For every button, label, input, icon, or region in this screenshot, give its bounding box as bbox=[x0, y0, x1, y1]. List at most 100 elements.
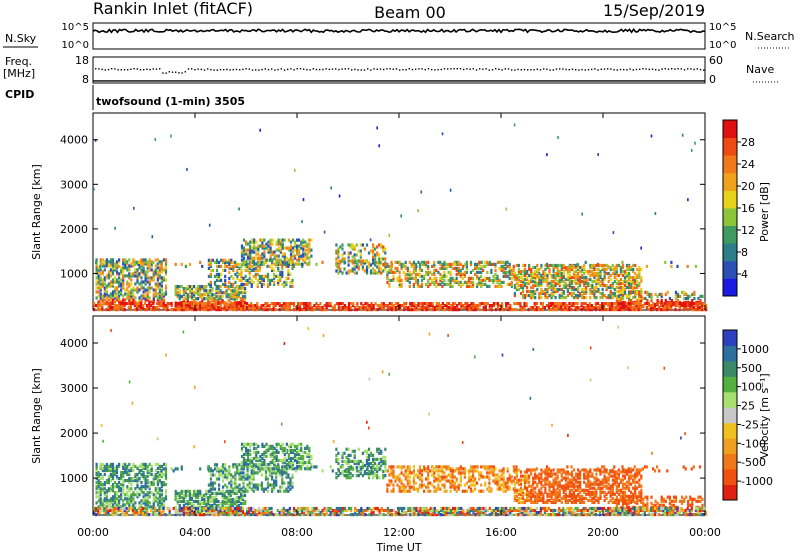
scatter-cell bbox=[207, 497, 210, 502]
scatter-cell bbox=[259, 254, 262, 258]
scatter-cell bbox=[136, 481, 139, 485]
scatter-cell bbox=[158, 284, 161, 288]
scatter-cell bbox=[601, 279, 604, 284]
scatter-cell bbox=[607, 285, 610, 290]
scatter-cell bbox=[480, 260, 483, 264]
scatter-cell bbox=[133, 262, 136, 266]
scatter-cell bbox=[109, 262, 112, 266]
scatter-cell bbox=[146, 499, 149, 503]
scatter-cell bbox=[118, 258, 121, 262]
scatter-cell bbox=[105, 294, 108, 298]
scatter-cell bbox=[281, 477, 284, 481]
scatter-cell bbox=[678, 302, 681, 306]
scatter-cell bbox=[154, 468, 157, 473]
scatter-cell bbox=[233, 308, 236, 312]
scatter-cell bbox=[302, 258, 305, 262]
scatter-cell bbox=[300, 465, 303, 469]
scatter-cell bbox=[682, 308, 685, 312]
nave-point bbox=[440, 68, 442, 71]
scatter-cell bbox=[247, 454, 250, 459]
scatter-cell bbox=[511, 308, 514, 312]
scatter-cell bbox=[118, 503, 121, 507]
scatter-cell bbox=[345, 447, 348, 451]
scatter-cell bbox=[433, 268, 436, 272]
scatter-cell bbox=[213, 467, 217, 471]
scatter-cell bbox=[150, 264, 153, 268]
scatter-cell bbox=[530, 279, 533, 284]
scatter-cell bbox=[504, 266, 507, 270]
scatter-cell bbox=[257, 256, 260, 260]
scatter-cell bbox=[462, 304, 465, 308]
scatter-cell bbox=[101, 306, 104, 310]
scatter-cell bbox=[598, 306, 602, 310]
scatter-cell bbox=[101, 278, 104, 282]
nave-point bbox=[571, 68, 574, 70]
scatter-cell bbox=[304, 248, 307, 252]
scatter-cell bbox=[353, 271, 356, 275]
scatter-cell bbox=[582, 302, 585, 306]
scatter-cell bbox=[401, 304, 404, 308]
scatter-cell bbox=[201, 497, 204, 502]
scatter-cell bbox=[105, 501, 108, 505]
scatter-cell bbox=[457, 260, 460, 264]
scatter-cell bbox=[109, 292, 112, 296]
scatter-cell bbox=[538, 277, 541, 282]
scatter-cell bbox=[513, 302, 516, 306]
scatter-cell bbox=[285, 280, 288, 284]
scatter-cell bbox=[517, 287, 520, 292]
scatter-cell bbox=[215, 504, 218, 508]
scatter-cell bbox=[97, 268, 100, 272]
scatter-speck bbox=[694, 141, 696, 145]
scatter-cell bbox=[261, 242, 264, 246]
scatter-cell bbox=[357, 459, 360, 463]
scatter-cell bbox=[221, 501, 224, 506]
scatter-cell bbox=[101, 462, 104, 466]
scatter-cell bbox=[480, 266, 483, 270]
scatter-cell bbox=[146, 266, 149, 270]
nave-point bbox=[434, 69, 436, 71]
scatter-cell bbox=[544, 277, 547, 282]
scatter-cell bbox=[265, 448, 268, 452]
scatter-cell bbox=[176, 293, 179, 297]
scatter-cell bbox=[636, 298, 639, 303]
scatter-cell bbox=[126, 464, 129, 468]
scatter-cell bbox=[152, 270, 155, 274]
scatter-cell bbox=[621, 285, 625, 290]
scatter-cell bbox=[120, 284, 123, 288]
scatter-cell bbox=[99, 472, 102, 477]
scatter-cell bbox=[126, 479, 129, 483]
scatter-cell bbox=[526, 294, 529, 298]
scatter-cell bbox=[118, 462, 121, 466]
scatter-cell bbox=[478, 260, 481, 264]
scatter-cell bbox=[279, 274, 282, 278]
scatter-cell bbox=[244, 493, 247, 497]
scatter-cell bbox=[111, 306, 114, 310]
scatter-cell bbox=[423, 308, 426, 312]
scatter-cell bbox=[113, 264, 117, 268]
scatter-cell bbox=[109, 474, 112, 479]
scatter-cell bbox=[279, 262, 282, 266]
scatter-cell bbox=[376, 308, 379, 312]
nave-point bbox=[351, 69, 353, 71]
scatter-cell bbox=[301, 302, 304, 306]
scatter-cell bbox=[244, 477, 247, 481]
scatter-cell bbox=[619, 269, 622, 274]
scatter-cell bbox=[562, 271, 565, 276]
scatter-cell bbox=[113, 466, 117, 470]
scatter-cell bbox=[611, 296, 614, 300]
scatter-cell bbox=[359, 255, 362, 259]
scatter-cell bbox=[241, 308, 245, 312]
scatter-cell bbox=[146, 288, 149, 292]
scatter-cell bbox=[288, 306, 291, 310]
scatter-cell bbox=[349, 243, 352, 247]
scatter-cell bbox=[402, 270, 405, 274]
scatter-cell bbox=[236, 268, 239, 272]
scatter-cell bbox=[337, 302, 340, 306]
scatter-cell bbox=[270, 308, 273, 312]
scatter-cell bbox=[455, 276, 458, 280]
scatter-cell bbox=[269, 248, 272, 252]
scatter-cell bbox=[349, 453, 352, 457]
scatter-cell bbox=[213, 499, 216, 504]
scatter-cell bbox=[526, 271, 529, 276]
